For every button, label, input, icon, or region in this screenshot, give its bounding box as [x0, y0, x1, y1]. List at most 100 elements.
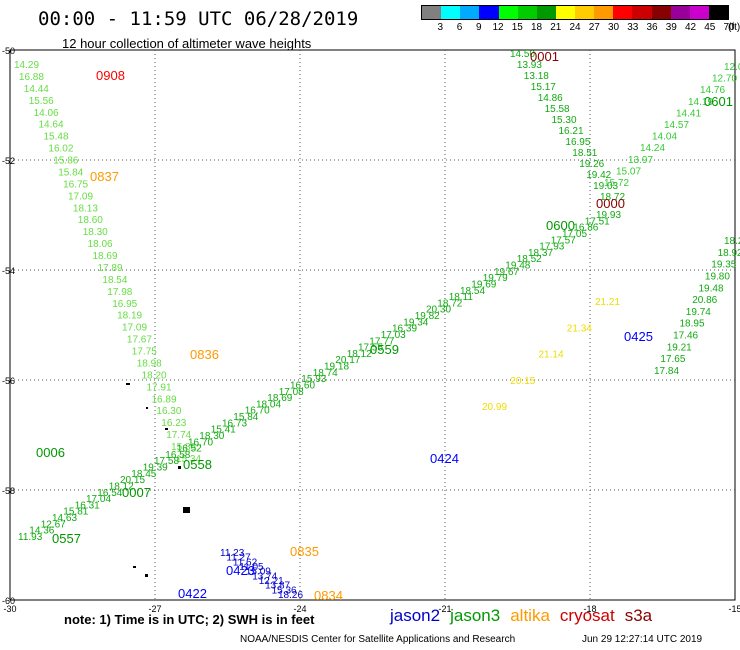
colorbar-labels: 3 6 9 12 15 18 21 24 27 30 33 36 39 42 45 70: [421, 22, 734, 36]
islands: [126, 383, 190, 577]
wave-height-value: 19.39: [143, 463, 168, 474]
wave-height-value: 16.88: [19, 72, 44, 83]
lon-label: -30: [3, 604, 16, 614]
wave-height-value: 16.75: [63, 179, 88, 190]
legend-entry: jason3: [450, 606, 501, 625]
lat-label: -58: [2, 486, 15, 496]
map-title: 00:00 - 11:59 UTC 06/28/2019: [38, 8, 359, 30]
footer-note: note: 1) Time is in UTC; 2) SWH is in fe…: [64, 612, 315, 627]
wave-height-value: 20.86: [692, 295, 717, 306]
map-frame: [9, 49, 736, 601]
colorbar-swatch: [670, 6, 690, 19]
track-time-label: 0423: [226, 563, 255, 578]
colorbar-swatch: [613, 6, 633, 19]
wave-height-value: 18.52: [517, 254, 542, 265]
wave-height-value: 15.17: [531, 82, 556, 93]
island: [165, 428, 168, 430]
colorbar-swatch: [422, 6, 442, 19]
wave-height-value: 16.39: [392, 324, 417, 335]
wave-height-value: 18.30: [199, 431, 224, 442]
colorbar-label: 27: [588, 22, 600, 33]
colorbar-swatch: [594, 6, 614, 19]
wave-height-value: 13.97: [628, 155, 653, 166]
wave-height-value: 18.74: [313, 368, 338, 379]
lon-label: -21: [438, 604, 451, 614]
track-time-label: 0908: [96, 68, 125, 83]
wave-height-value: 18.12: [347, 349, 372, 360]
wave-height-value: 17.09: [68, 191, 93, 202]
colorbar-label: 30: [607, 22, 620, 33]
lon-label: -18: [583, 604, 596, 614]
wave-height-value: 15.86: [53, 156, 78, 167]
satellite-legend: jason2 jason3 altika cryosat s3a: [390, 606, 662, 626]
wave-height-value: 16.23: [161, 418, 186, 429]
track-time-label: 0836: [190, 347, 219, 362]
colorbar-label: 70: [723, 22, 735, 33]
lat-label: -52: [2, 156, 15, 166]
wave-height-value: 19.82: [415, 311, 440, 322]
wave-height-value: 21.14: [539, 350, 564, 361]
island: [146, 407, 148, 409]
colorbar-label: 9: [475, 22, 482, 33]
time-labels: 0908 0837 0836 0006 0558 0007 0557 0559 0001 0601…: [36, 49, 733, 603]
island: [178, 466, 181, 469]
wave-height-value: 11.27: [226, 553, 251, 564]
colorbar-unit: (ft): [728, 22, 740, 33]
lat-label: -54: [2, 266, 15, 276]
lon-label: -15: [728, 604, 740, 614]
wave-height-value: 19.69: [471, 280, 496, 291]
track-time-label: 0559: [370, 342, 399, 357]
wave-height-value: 15.41: [211, 425, 236, 436]
wave-height-value: 12.70: [712, 74, 737, 85]
wave-height-value: 19.93: [596, 210, 621, 221]
island: [145, 574, 148, 577]
colorbar-swatch: [536, 6, 556, 19]
wave-height-value: 20.30: [426, 305, 451, 316]
track-time-label: 0557: [52, 531, 81, 546]
track-values: 14.2916.8814.4415.5614.0614.6415.4816.02…: [14, 49, 740, 601]
wave-height-value: 18.22: [724, 236, 740, 247]
wave-height-value: 18.72: [600, 192, 625, 203]
wave-height-value: 17.05: [562, 229, 587, 240]
wave-height-value: 19.79: [483, 273, 508, 284]
wave-height-value: 21.34: [567, 323, 592, 334]
track-time-label: 0558: [183, 457, 212, 472]
legend-entry: cryosat: [559, 606, 615, 625]
wave-height-value: 17.03: [381, 330, 406, 341]
wave-height-value: 20.15: [120, 475, 145, 486]
wave-height-value: 15.84: [58, 168, 83, 179]
wave-height-value: 14.06: [34, 108, 59, 119]
wave-height-value: 19.35: [711, 260, 736, 271]
wave-height-value: 13.93: [517, 60, 542, 71]
wave-height-value: 16.60: [290, 381, 315, 392]
wave-height-value: 15.56: [29, 96, 54, 107]
wave-height-value: 16.21: [559, 126, 584, 137]
colorbar-label: 36: [646, 22, 658, 33]
wave-height-value: 18.20: [142, 370, 167, 381]
track-time-label: 0424: [430, 451, 459, 466]
wave-height-value: 17.98: [107, 287, 132, 298]
wave-height-value: 19.18: [324, 362, 349, 373]
lat-label: -50: [2, 46, 15, 56]
wave-height-value: 13.74: [252, 571, 277, 582]
credit-text: NOAA/NESDIS Center for Satellite Applica…: [240, 634, 516, 645]
wave-height-value: 14.63: [52, 513, 77, 524]
axis-labels: -50 -52 -54 -56 -58 -60-30 -27 -24 -21 -18 -15: [2, 46, 740, 614]
wave-height-value: 12.67: [41, 519, 66, 530]
wave-height-value: 19.48: [505, 261, 530, 272]
wave-height-value: 17.75: [132, 347, 157, 358]
wave-height-value: 17.58: [154, 456, 179, 467]
wave-height-value: 16.95: [565, 137, 590, 148]
wave-height-value: 13.18: [524, 71, 549, 82]
colorbar-label: 45: [704, 22, 716, 33]
wave-height-value: 15.93: [301, 374, 326, 385]
wave-height-value: 17.91: [147, 382, 172, 393]
wave-height-value: 18.54: [460, 286, 485, 297]
wave-height-value: 14.76: [700, 85, 725, 96]
wave-height-value: 17.04: [86, 494, 111, 505]
wave-height-value: 11.62: [233, 557, 258, 568]
wave-height-value: 16.30: [156, 406, 181, 417]
colorbar-label: 24: [569, 22, 581, 33]
legend-entry: jason2: [390, 606, 441, 625]
